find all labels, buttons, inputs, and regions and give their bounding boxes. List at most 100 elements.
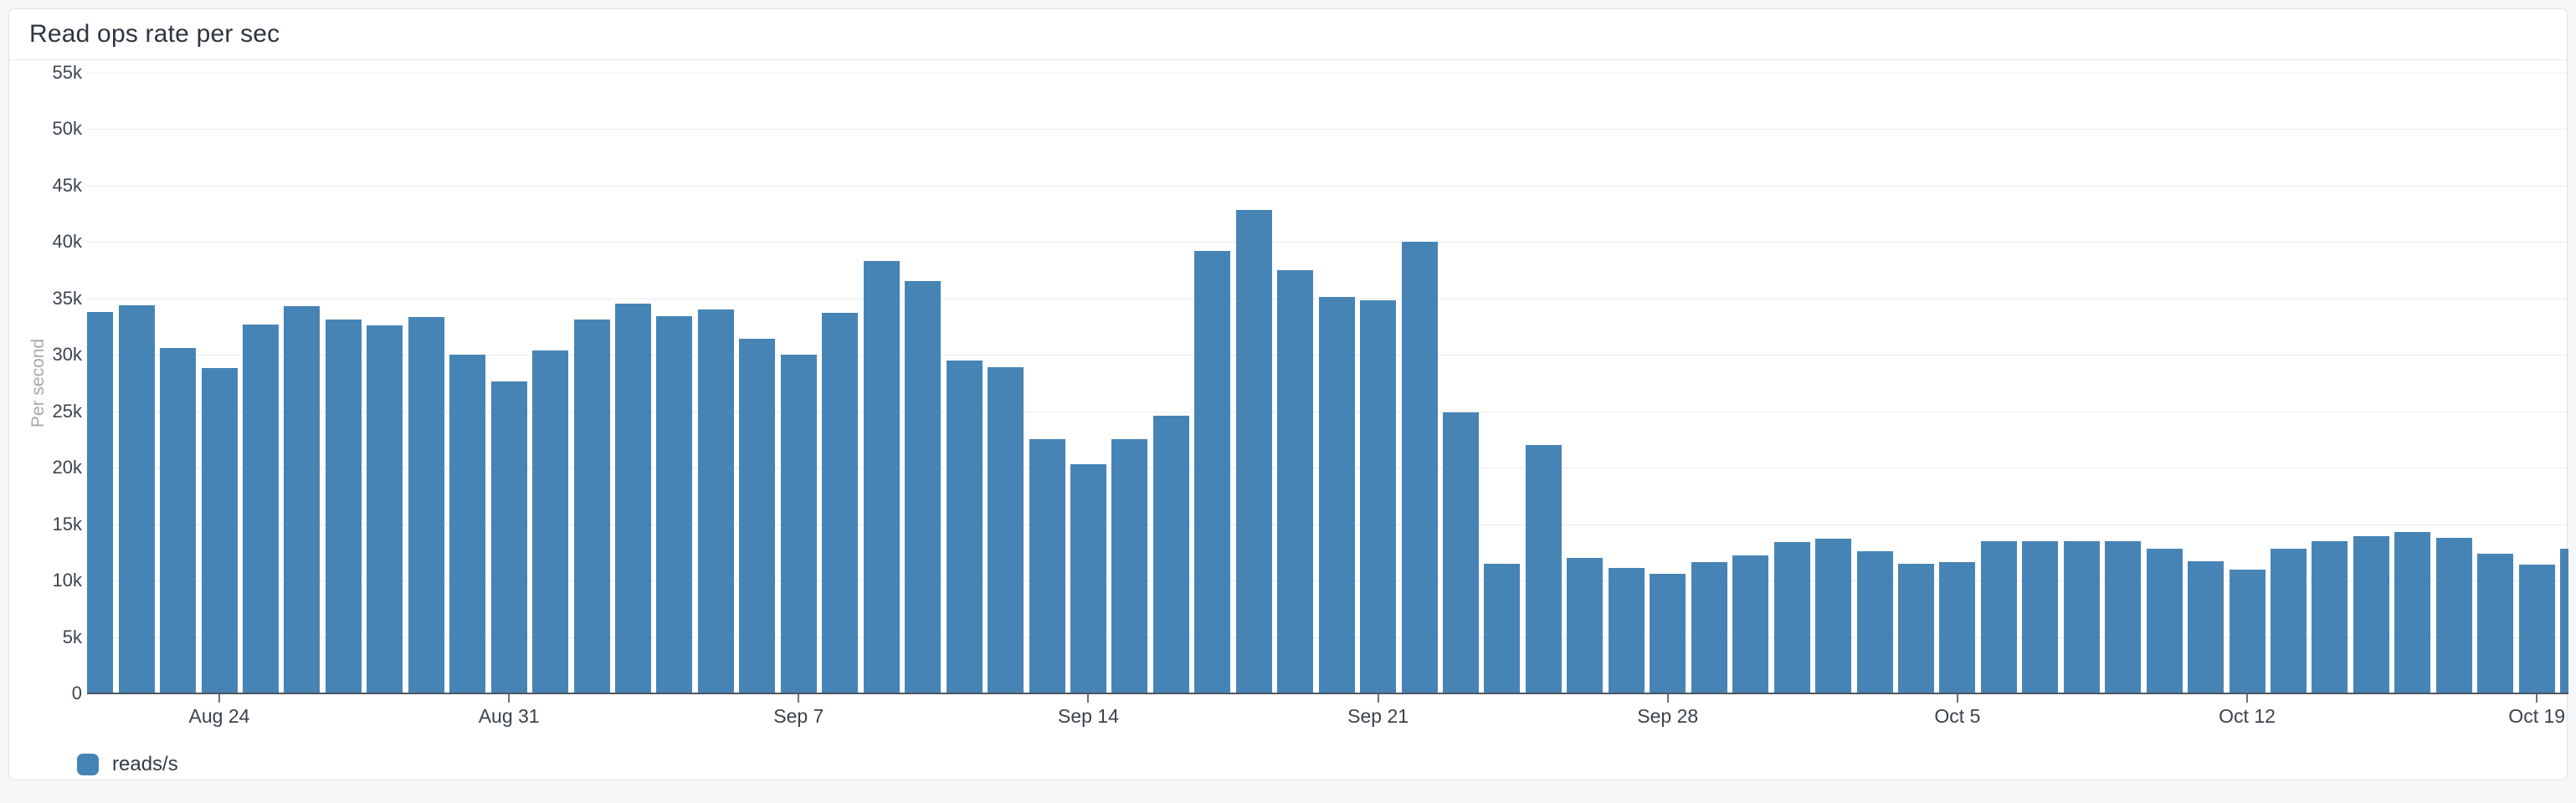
x-tick — [218, 694, 220, 703]
bar-oct-11[interactable] — [2188, 561, 2224, 693]
chart-panel: Read ops rate per sec 0 5k 10k 15k 20k 25k 30k… — [8, 8, 2568, 780]
panel-title: Read ops rate per sec — [29, 20, 280, 48]
bar-sep-20[interactable] — [1318, 297, 1355, 693]
bar-sep-19[interactable] — [1277, 269, 1314, 693]
bar-sep-27[interactable] — [1608, 568, 1645, 693]
gridline-55k — [87, 72, 2568, 74]
bar-sep-24[interactable] — [1484, 563, 1521, 693]
x-tick-label: Aug 24 — [188, 705, 250, 727]
plot-area: 0 5k 10k 15k 20k 25k 30k 35k 40k 45k 50k 55k Per se… — [9, 61, 2568, 780]
legend[interactable]: reads/s — [77, 753, 178, 776]
bar-sep-29[interactable] — [1691, 562, 1727, 693]
bar-sep-3[interactable] — [615, 304, 651, 693]
bar-sep-15[interactable] — [1111, 439, 1148, 693]
x-tick-label: Oct 19 — [2508, 705, 2566, 727]
legend-swatch-reads — [77, 754, 99, 775]
bar-sep-28[interactable] — [1650, 573, 1686, 693]
bar-sep-22[interactable] — [1401, 242, 1438, 693]
y-tick-label: 5k — [62, 626, 82, 647]
bar-sep-9[interactable] — [863, 260, 900, 693]
bar-sep-5[interactable] — [697, 309, 734, 693]
y-tick-label: 40k — [52, 231, 82, 252]
bar-oct-1[interactable] — [1773, 542, 1810, 693]
bar-oct-15[interactable] — [2353, 536, 2389, 693]
bar-aug-26[interactable] — [284, 305, 321, 693]
bar-oct-20[interactable] — [2560, 549, 2568, 693]
bar-sep-16[interactable] — [1152, 415, 1189, 693]
bar-oct-14[interactable] — [2312, 540, 2348, 693]
gridline-50k — [87, 129, 2568, 130]
bar-oct-17[interactable] — [2435, 537, 2472, 693]
legend-label-reads: reads/s — [112, 753, 178, 775]
bar-sep-17[interactable] — [1194, 250, 1231, 693]
x-tick-label: Oct 5 — [1934, 705, 1981, 727]
x-tick — [1666, 694, 1669, 703]
gridline-45k — [87, 185, 2568, 187]
bar-oct-12[interactable] — [2229, 569, 2266, 693]
x-tick-label: Sep 28 — [1637, 705, 1699, 727]
y-tick-label: 50k — [52, 118, 82, 139]
bar-sep-11[interactable] — [946, 360, 983, 693]
x-tick — [2536, 694, 2538, 703]
x-tick — [798, 694, 800, 703]
y-tick-label: 55k — [52, 61, 82, 83]
x-tick-label: Oct 12 — [2219, 705, 2276, 727]
bar-sep-26[interactable] — [1567, 558, 1604, 693]
bar-oct-3[interactable] — [1856, 550, 1893, 693]
bar-oct-10[interactable] — [2146, 549, 2183, 693]
bar-sep-10[interactable] — [905, 281, 942, 693]
bar-aug-29[interactable] — [408, 317, 444, 693]
bar-aug-31[interactable] — [490, 381, 527, 693]
x-axis-line — [87, 693, 2568, 694]
bar-oct-9[interactable] — [2105, 540, 2142, 693]
bar-aug-30[interactable] — [449, 355, 486, 693]
bar-sep-30[interactable] — [1732, 555, 1769, 693]
y-axis-unit-label: Per second — [28, 338, 49, 427]
bar-sep-13[interactable] — [1029, 439, 1065, 693]
bar-sep-18[interactable] — [1235, 210, 1272, 693]
y-tick-label: 15k — [52, 513, 82, 534]
bar-sep-6[interactable] — [739, 339, 776, 693]
bar-sep-2[interactable] — [573, 320, 610, 693]
bar-oct-19[interactable] — [2518, 565, 2555, 693]
x-tick-label: Sep 14 — [1057, 705, 1119, 727]
y-tick-label: 35k — [52, 287, 82, 309]
bar-sep-8[interactable] — [822, 313, 859, 693]
bar-sep-12[interactable] — [988, 366, 1024, 693]
x-tick — [508, 694, 511, 703]
bar-aug-28[interactable] — [367, 325, 403, 693]
panel-header: Read ops rate per sec — [9, 9, 2567, 60]
bar-sep-1[interactable] — [532, 350, 569, 693]
bar-sep-14[interactable] — [1070, 463, 1106, 693]
bar-oct-4[interactable] — [1897, 563, 1934, 693]
gridline-40k — [87, 242, 2568, 243]
bar-aug-24[interactable] — [201, 368, 238, 693]
bar-sep-21[interactable] — [1360, 300, 1397, 693]
bar-aug-22[interactable] — [118, 304, 155, 693]
bar-aug-23[interactable] — [160, 347, 197, 693]
bar-oct-8[interactable] — [2063, 540, 2100, 693]
bar-sep-7[interactable] — [780, 355, 817, 693]
y-tick-label: 25k — [52, 400, 82, 422]
bar-oct-6[interactable] — [1980, 540, 2017, 693]
bar-aug-27[interactable] — [325, 320, 362, 693]
y-tick-label: 45k — [52, 174, 82, 196]
x-tick — [2246, 694, 2249, 703]
bar-oct-7[interactable] — [2022, 540, 2059, 693]
bars-layer — [87, 69, 2568, 693]
bar-aug-25[interactable] — [242, 324, 279, 693]
x-tick — [1377, 694, 1379, 703]
bar-oct-2[interactable] — [1815, 539, 1852, 693]
bar-oct-18[interactable] — [2477, 553, 2514, 693]
bar-sep-23[interactable] — [1443, 412, 1479, 693]
y-tick-label: 10k — [52, 570, 82, 591]
bar-oct-13[interactable] — [2271, 549, 2307, 693]
x-tick-label: Aug 31 — [478, 705, 540, 727]
bar-aug-21[interactable] — [87, 311, 114, 693]
x-tick-label: Sep 7 — [773, 705, 824, 727]
y-tick-label: 0 — [71, 683, 82, 703]
bar-oct-5[interactable] — [1939, 562, 1976, 693]
bar-sep-25[interactable] — [1525, 445, 1562, 693]
bar-sep-4[interactable] — [656, 316, 693, 693]
bar-oct-16[interactable] — [2394, 531, 2431, 693]
